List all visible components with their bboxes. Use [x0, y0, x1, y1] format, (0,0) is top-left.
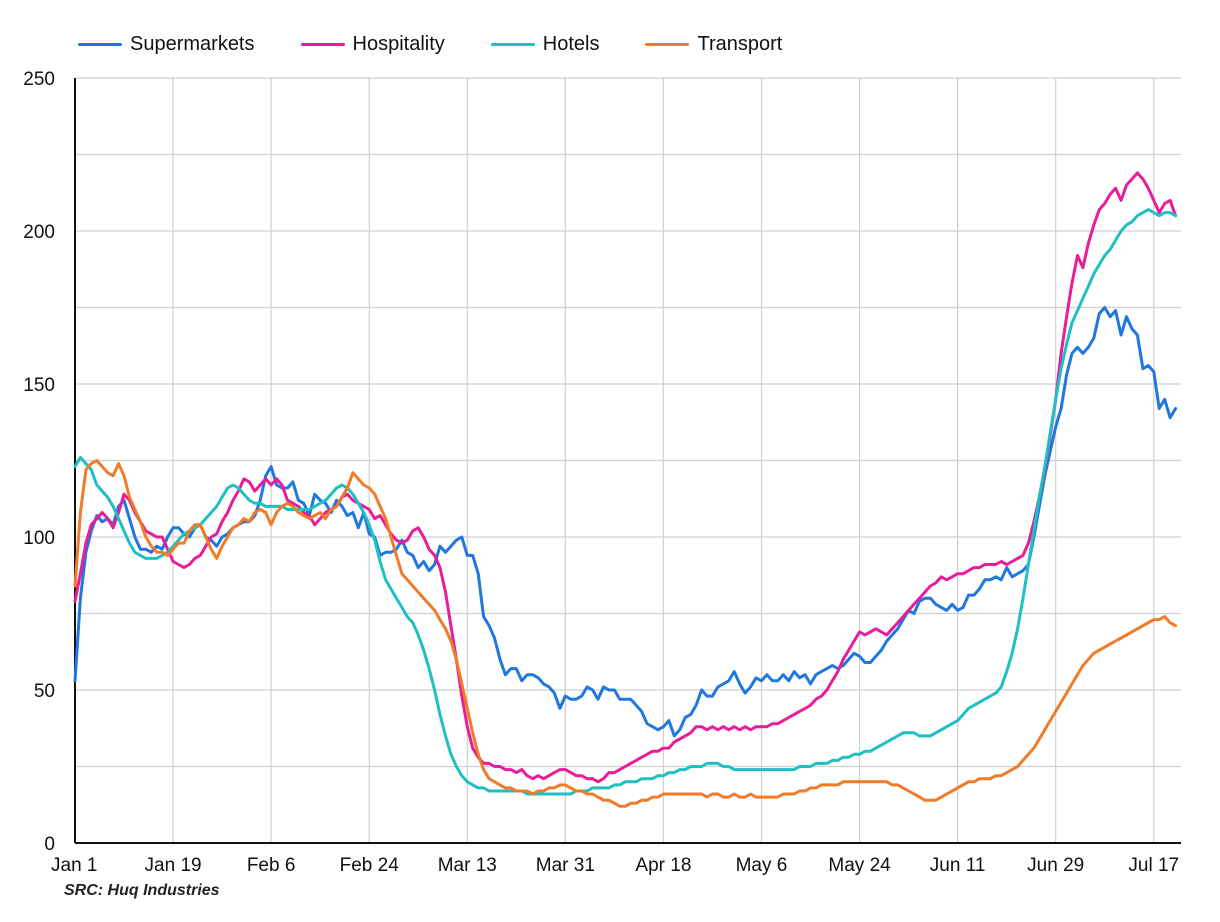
chart-legend: Supermarkets Hospitality Hotels Transport: [78, 30, 828, 58]
series-line-hospitality: [73, 171, 1178, 784]
x-tick-label: Jul 17: [1128, 855, 1179, 876]
x-axis-tick-labels: Jan 1 Jan 19 Feb 6 Feb 24 Mar 13 Mar 31 Apr 18…: [51, 855, 1179, 876]
legend-item-supermarkets: Supermarkets: [78, 33, 255, 56]
source-caption: SRC: Huq Industries: [64, 882, 220, 899]
x-tick-label: Jan 19: [145, 855, 202, 876]
legend-swatch: [490, 42, 535, 46]
x-tick-label: Jun 11: [930, 855, 986, 876]
legend-item-transport: Transport: [645, 33, 782, 56]
x-tick-label: Feb 24: [340, 855, 400, 876]
x-tick-label: Mar 13: [438, 855, 497, 876]
y-tick-label: 250: [23, 69, 55, 90]
x-tick-label: Mar 31: [536, 855, 595, 876]
x-tick-label: Feb 6: [247, 855, 296, 876]
legend-label: Hotels: [542, 32, 600, 55]
legend-item-hotels: Hotels: [490, 32, 600, 56]
x-tick-label: Jan 1: [51, 855, 97, 876]
legend-swatch: [78, 42, 122, 46]
x-tick-label: May 24: [828, 855, 891, 876]
axes: [74, 78, 1181, 844]
y-tick-label: 200: [23, 222, 55, 243]
series-line-transport: [73, 459, 1178, 808]
grid-lines: [75, 77, 1181, 843]
x-tick-label: May 6: [736, 855, 788, 876]
y-tick-label: 150: [23, 375, 55, 396]
legend-label: Supermarkets: [130, 32, 255, 55]
x-tick-label: Apr 18: [635, 855, 691, 876]
y-axis-tick-labels: 0 50 100 150 200 250: [23, 69, 55, 855]
series-lines: [73, 171, 1178, 808]
legend-label: Transport: [697, 32, 783, 55]
series-line-hotels: [73, 208, 1178, 796]
series-line-supermarkets: [73, 306, 1178, 738]
legend-label: Hospitality: [352, 32, 445, 55]
legend-swatch: [300, 42, 345, 46]
legend-swatch: [645, 42, 690, 46]
y-tick-label: 0: [44, 834, 55, 855]
y-tick-label: 100: [23, 528, 55, 549]
y-tick-label: 50: [34, 681, 55, 702]
x-tick-label: Jun 29: [1027, 855, 1084, 876]
legend-item-hospitality: Hospitality: [300, 32, 445, 56]
